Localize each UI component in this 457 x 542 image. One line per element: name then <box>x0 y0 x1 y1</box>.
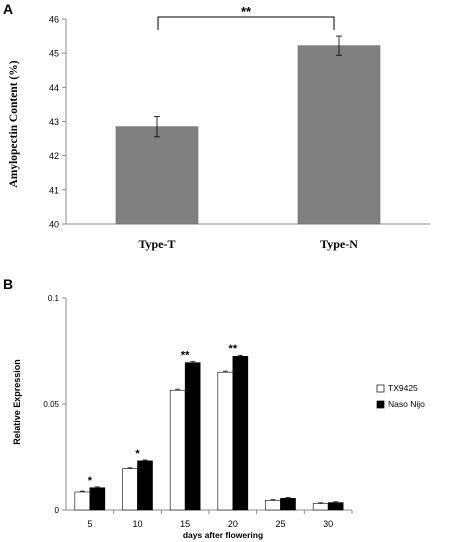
panel-b-bar-naso-nijo-30 <box>327 502 344 511</box>
panel-a-y-tick-label: 43 <box>49 117 59 127</box>
panel-a-bars: Type-T Type-N <box>115 35 381 251</box>
panel-b-bar-tx9425-30 <box>312 503 329 511</box>
panel-b-x-tick-label: 10 <box>132 519 142 529</box>
panel-b-y-tick-label: 0 <box>55 506 60 515</box>
panel-b-x-tick-label: 25 <box>275 519 285 529</box>
panel-b-bar-naso-nijo-5 <box>89 487 106 511</box>
panel-b-y-tick-label: 0.05 <box>43 400 59 409</box>
panel-b-bars: 5 10 15 20 25 30 <box>74 354 344 529</box>
panel-a-y-tick-label: 40 <box>49 220 59 230</box>
panel-b-significance-label: * <box>135 448 140 460</box>
panel-b-bar-tx9425-20 <box>217 371 234 511</box>
panel-a-significance-bracket <box>157 16 335 30</box>
panel-a-bar-type-n <box>297 45 381 225</box>
legend-swatch-tx9425 <box>376 384 385 393</box>
panel-b-bar-naso-nijo-20 <box>232 355 249 511</box>
panel-b-axes: 0 0.05 0.1 <box>43 294 353 515</box>
panel-b-legend: TX9425 Naso Nijo <box>376 383 425 409</box>
panel-b-bar-tx9425-15 <box>169 389 186 511</box>
panel-a-chart: A Amylopectin Content (%) 40 41 42 43 44 45 46… <box>3 1 430 251</box>
panel-b-x-tick-label: 30 <box>323 519 333 529</box>
panel-b-bar-tx9425-25 <box>265 500 281 511</box>
panel-a-y-axis-label: Amylopectin Content (%) <box>8 60 20 187</box>
panel-b-x-axis-label: days after flowering <box>183 530 263 540</box>
legend-label: Naso Nijo <box>388 399 425 409</box>
panel-b-bar-naso-nijo-10 <box>137 460 153 511</box>
panel-b-y-tick-label: 0.1 <box>48 294 60 303</box>
panel-b-x-tick-label: 5 <box>87 519 92 529</box>
panel-a-y-tick-label: 44 <box>49 83 59 93</box>
panel-b-letter: B <box>3 276 13 292</box>
panel-a-y-tick-label: 45 <box>49 49 59 59</box>
panel-a-x-tick-label: Type-T <box>138 237 175 251</box>
panel-b-significance-label: ** <box>229 343 238 355</box>
panel-a-y-tick-label: 42 <box>49 151 59 161</box>
panel-a-significance-label: ** <box>241 4 252 19</box>
panel-a-x-tick-label: Type-N <box>320 237 358 251</box>
legend-swatch-naso-nijo <box>376 400 385 409</box>
panel-b-bar-tx9425-10 <box>122 468 138 511</box>
panel-a-letter: A <box>3 1 13 17</box>
legend-label: TX9425 <box>388 383 418 393</box>
panel-b-y-axis-label: Relative Expression <box>12 359 22 445</box>
panel-a-y-tick-label: 46 <box>49 15 59 25</box>
panel-b-significance-label: * <box>88 475 93 487</box>
panel-b-bar-naso-nijo-15 <box>184 362 201 511</box>
panel-b-bar-naso-nijo-25 <box>280 498 296 511</box>
panel-b-significance-label: ** <box>181 350 190 362</box>
panel-b-bar-tx9425-5 <box>74 491 91 511</box>
panel-b-significance: ****** <box>88 343 238 487</box>
panel-b-x-tick-label: 15 <box>180 519 190 529</box>
panel-b-chart: B Relative Expression days after floweri… <box>3 276 425 540</box>
panel-b-x-tick-label: 20 <box>228 519 238 529</box>
panel-a-y-tick-label: 41 <box>49 185 59 195</box>
panel-a-bar-type-t <box>115 126 199 225</box>
panel-a-significance: ** <box>157 4 335 30</box>
